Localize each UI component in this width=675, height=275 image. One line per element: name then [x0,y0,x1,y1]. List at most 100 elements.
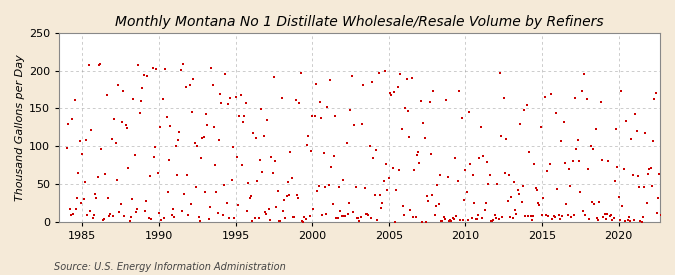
Point [551,111,562,115]
Point [296,219,307,223]
Point [567,159,578,163]
Point [502,199,513,204]
Point [630,112,641,116]
Point [445,218,456,222]
Point [99,217,109,221]
Point [518,184,529,188]
Point [604,214,615,218]
Point [470,217,481,221]
Point [611,127,622,131]
Point [466,216,477,221]
Text: Source: U.S. Energy Information Administration: Source: U.S. Energy Information Administ… [54,262,286,272]
Point [76,201,86,205]
Point [342,141,352,145]
Point [402,108,413,113]
Point [299,214,310,219]
Point [137,86,148,90]
Point [657,78,668,82]
Point [300,217,311,222]
Point [497,214,508,219]
Point [316,116,327,120]
Point [416,219,427,224]
Point [200,112,211,116]
Point [613,195,624,199]
Point [280,216,291,221]
Point [575,190,586,194]
Point [539,95,550,99]
Point [146,217,157,221]
Point [163,190,173,194]
Point [306,114,317,118]
Y-axis label: Thousand Gallons per Day: Thousand Gallons per Day [15,54,25,201]
Point [554,213,564,218]
Point [148,155,159,160]
Point [242,209,252,213]
Point [348,210,358,214]
Point [443,219,454,224]
Point [364,144,375,149]
Point [549,215,560,220]
Point [230,95,241,100]
Point [203,217,214,221]
Point [209,125,219,130]
Point [547,217,558,222]
Point [252,178,263,183]
Point [129,153,140,158]
Point [404,135,414,139]
Point [655,213,666,218]
Point [295,71,306,75]
Point [192,144,202,148]
Point [150,145,161,150]
Point [448,216,458,221]
Point [81,138,92,142]
Point [253,216,264,220]
Point [631,129,642,133]
Point [250,136,261,140]
Point [648,139,659,143]
Point [474,156,485,161]
Point [304,214,315,219]
Point [598,214,609,219]
Point [100,172,111,176]
Point [142,74,153,78]
Point [379,69,390,73]
Point [64,207,75,212]
Point [359,186,370,190]
Point [134,111,145,116]
Point [477,216,487,220]
Point [511,212,522,216]
Point [431,204,441,208]
Point [155,125,165,130]
Point [262,118,273,122]
Point [628,218,639,222]
Point [433,202,444,207]
Point [267,171,278,176]
Point [308,207,319,211]
Point [382,187,393,192]
Point [344,201,354,205]
Point [212,211,223,216]
Point [514,191,524,196]
Point [581,97,592,101]
Point [557,214,568,218]
Point [167,206,178,211]
Point [193,214,204,219]
Point [321,212,331,216]
Point [223,215,234,220]
Point [564,167,574,171]
Point [244,196,255,200]
Point [219,183,230,187]
Point [266,155,277,159]
Point [91,196,102,201]
Point [650,91,661,95]
Point [96,147,107,151]
Point [377,201,388,206]
Point [190,185,201,189]
Point [70,207,81,211]
Point [543,213,554,218]
Point [634,185,645,189]
Point [117,89,128,93]
Point [435,173,446,177]
Point [455,218,466,222]
Point [515,122,526,126]
